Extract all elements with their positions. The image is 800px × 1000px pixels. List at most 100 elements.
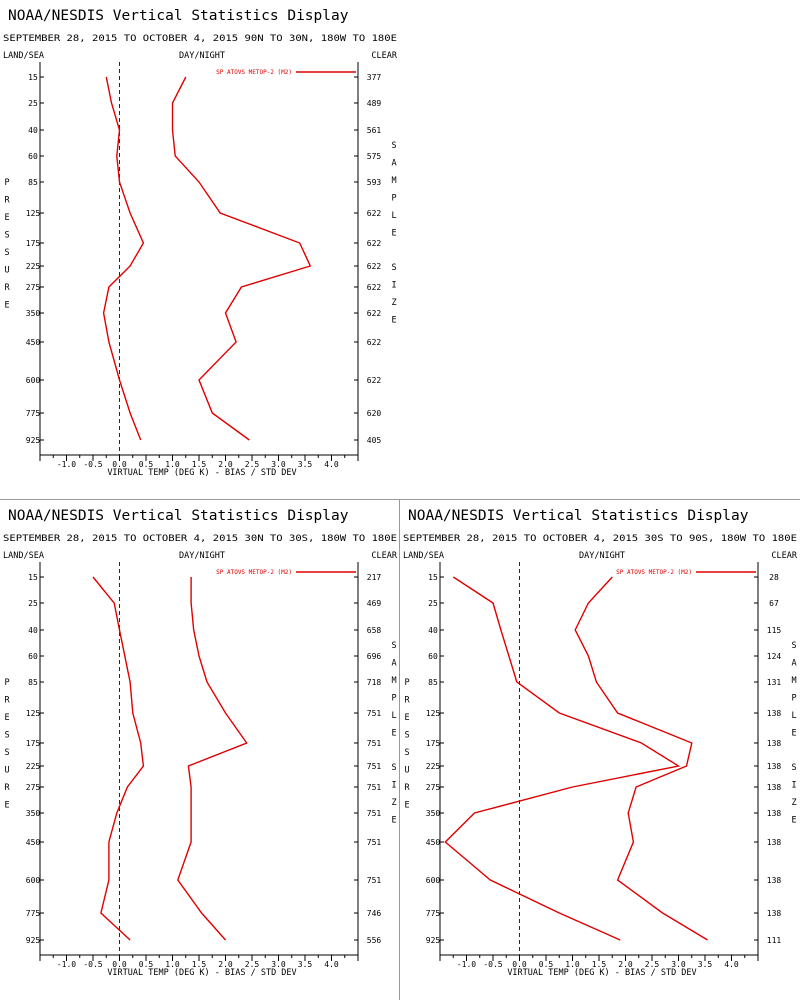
- sample-size-label: 489: [367, 99, 382, 108]
- sample-size-label: 124: [767, 652, 782, 661]
- x-tick-label: 0.0: [112, 960, 127, 969]
- x-tick-label: 0.5: [139, 960, 154, 969]
- sample-size-label: 751: [367, 876, 382, 885]
- x-tick-label: 1.0: [165, 960, 180, 969]
- pressure-level-label: 125: [26, 209, 41, 218]
- horizontal-divider: [0, 499, 800, 500]
- sample-size-label: 556: [367, 936, 382, 945]
- ylabel-letter: E: [404, 713, 409, 723]
- ylabel-letter: E: [4, 301, 9, 311]
- sample-size-label: 138: [767, 762, 782, 771]
- x-tick-label: 2.0: [618, 960, 633, 969]
- pressure-level-label: 450: [26, 338, 41, 347]
- x-tick-label: 4.0: [324, 960, 339, 969]
- sample-size-label: 115: [767, 626, 782, 635]
- day-night-header: DAY/NIGHT: [579, 551, 625, 561]
- pressure-level-label: 25: [28, 99, 38, 108]
- chart-title: NOAA/NESDIS Vertical Statistics Display: [408, 508, 749, 524]
- pressure-level-label: 600: [26, 376, 41, 385]
- ylabel-letter: P: [4, 178, 9, 188]
- sample-size-label: 377: [367, 73, 382, 82]
- x-tick-label: 1.5: [592, 960, 607, 969]
- right-label-letter: P: [391, 694, 396, 704]
- x-tick-label: 2.0: [218, 960, 233, 969]
- pressure-level-label: 600: [426, 876, 441, 885]
- pressure-level-label: 15: [428, 573, 438, 582]
- ylabel-letter: E: [404, 801, 409, 811]
- pressure-level-label: 775: [426, 909, 441, 918]
- x-tick-label: 1.0: [565, 960, 580, 969]
- x-tick-label: -1.0: [457, 960, 476, 969]
- sample-size-label: 746: [367, 909, 382, 918]
- pressure-level-label: 60: [428, 652, 438, 661]
- land-sea-header: LAND/SEA: [403, 551, 444, 561]
- pressure-level-label: 775: [26, 909, 41, 918]
- x-tick-label: -0.5: [483, 960, 502, 969]
- x-tick-label: 3.5: [698, 960, 713, 969]
- pressure-level-label: 175: [26, 739, 41, 748]
- legend-label: SP ATOVS METOP-2 (M2): [616, 569, 692, 576]
- pressure-level-label: 275: [426, 783, 441, 792]
- sample-size-label: 138: [767, 838, 782, 847]
- ylabel-letter: P: [404, 678, 409, 688]
- x-tick-label: 2.5: [645, 960, 660, 969]
- x-axis-label: VIRTUAL TEMP (DEG K) - BIAS / STD DEV: [507, 968, 696, 978]
- x-tick-label: 1.5: [192, 460, 207, 469]
- x-tick-label: 1.0: [165, 460, 180, 469]
- chart-subtitle: SEPTEMBER 28, 2015 TO OCTOBER 4, 2015 30…: [403, 534, 797, 544]
- x-axis-label: VIRTUAL TEMP (DEG K) - BIAS / STD DEV: [107, 968, 296, 978]
- chart-subtitle: SEPTEMBER 28, 2015 TO OCTOBER 4, 2015 90…: [3, 34, 397, 44]
- ylabel-letter: S: [4, 231, 9, 241]
- land-sea-header: LAND/SEA: [3, 551, 44, 561]
- pressure-level-label: 85: [28, 178, 38, 187]
- chart-panel-2: NOAA/NESDIS Vertical Statistics Display S…: [3, 508, 398, 978]
- x-tick-label: 2.0: [218, 460, 233, 469]
- chart-title: NOAA/NESDIS Vertical Statistics Display: [8, 8, 349, 24]
- x-tick-label: 3.5: [298, 960, 313, 969]
- right-label-letter: E: [391, 316, 396, 326]
- right-label-letter: P: [391, 194, 396, 204]
- legend-label: SP ATOVS METOP-2 (M2): [216, 69, 292, 76]
- ylabel-letter: E: [4, 801, 9, 811]
- ylabel-letter: R: [4, 283, 10, 293]
- x-tick-label: 1.5: [192, 960, 207, 969]
- sample-size-label: 593: [367, 178, 382, 187]
- ylabel-letter: E: [4, 213, 9, 223]
- pressure-level-label: 60: [28, 152, 38, 161]
- sample-size-label: 696: [367, 652, 382, 661]
- series-line-std-dev: [171, 76, 312, 441]
- pressure-level-label: 225: [426, 762, 441, 771]
- pressure-level-label: 450: [426, 838, 441, 847]
- vertical-divider: [399, 500, 400, 1000]
- right-label-letter: I: [791, 781, 796, 791]
- sample-size-label: 622: [367, 262, 382, 271]
- sample-size-label: 622: [367, 376, 382, 385]
- sample-size-label: 217: [367, 573, 382, 582]
- ylabel-letter: R: [4, 783, 10, 793]
- pressure-level-label: 925: [426, 936, 441, 945]
- ylabel-letter: S: [4, 731, 9, 741]
- clear-header: CLEAR: [371, 551, 397, 561]
- sample-size-label: 111: [767, 936, 782, 945]
- ylabel-letter: U: [404, 766, 409, 776]
- land-sea-header: LAND/SEA: [3, 51, 44, 61]
- right-label-letter: I: [391, 781, 396, 791]
- x-tick-label: 0.0: [512, 960, 527, 969]
- pressure-level-label: 225: [26, 762, 41, 771]
- legend-label: SP ATOVS METOP-2 (M2): [216, 569, 292, 576]
- sample-size-label: 138: [767, 876, 782, 885]
- pressure-level-label: 85: [28, 678, 38, 687]
- pressure-level-label: 925: [26, 936, 41, 945]
- pressure-level-label: 925: [26, 436, 41, 445]
- clear-header: CLEAR: [771, 551, 797, 561]
- sample-size-label: 620: [367, 409, 382, 418]
- x-tick-label: 3.0: [271, 460, 286, 469]
- right-label-letter: S: [391, 763, 396, 773]
- sample-size-label: 751: [367, 762, 382, 771]
- ylabel-letter: R: [404, 783, 410, 793]
- right-label-letter: M: [391, 176, 396, 186]
- right-label-letter: Z: [391, 798, 396, 808]
- sample-size-label: 622: [367, 338, 382, 347]
- day-night-header: DAY/NIGHT: [179, 51, 225, 61]
- right-label-letter: A: [791, 659, 796, 669]
